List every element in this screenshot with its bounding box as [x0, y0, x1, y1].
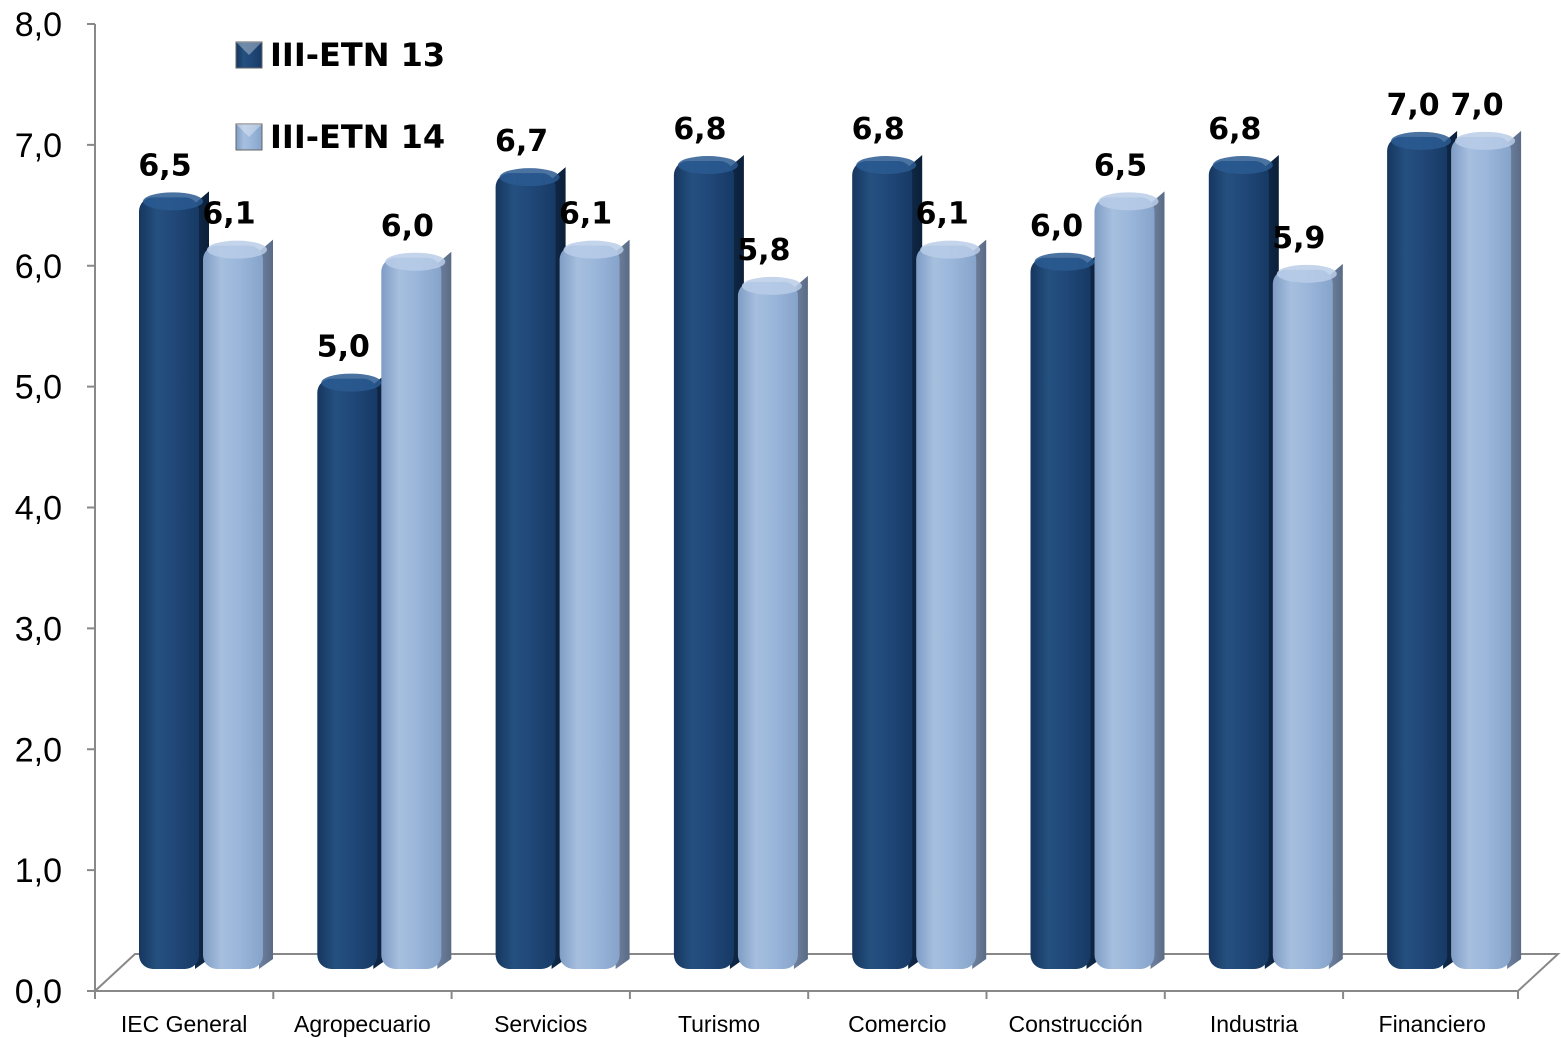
bar-front — [495, 173, 556, 969]
legend-swatch — [235, 123, 263, 151]
y-tick-label: 3,0 — [15, 610, 62, 648]
bar-cap — [677, 156, 738, 175]
bar-iii-etn-14 — [1451, 130, 1522, 969]
y-tick-label: 0,0 — [15, 973, 62, 1011]
bar-iii-etn-13 — [1030, 251, 1101, 969]
bar-front — [317, 378, 378, 969]
y-tick-label: 5,0 — [15, 369, 62, 407]
bar-front — [737, 281, 798, 969]
bar-iii-etn-13 — [139, 191, 209, 969]
bar-cap — [385, 252, 446, 271]
bar-front — [139, 197, 199, 969]
bar-front — [1094, 197, 1155, 969]
bar-cap — [499, 168, 560, 187]
bar-front — [1451, 136, 1512, 969]
x-tick-label: Turismo — [678, 1011, 760, 1037]
chart-floor — [94, 953, 1561, 992]
data-label: 7,0 — [1451, 88, 1504, 123]
data-label: 6,0 — [381, 209, 434, 244]
legend-swatch — [235, 41, 263, 69]
bar-cap — [1212, 156, 1273, 175]
data-label: 5,9 — [1272, 221, 1325, 256]
y-tick-label: 4,0 — [15, 490, 62, 528]
bar-iii-etn-14 — [559, 239, 630, 970]
x-tick-label: Industria — [1210, 1011, 1298, 1037]
data-label: 5,8 — [737, 233, 790, 268]
data-label: 7,0 — [1387, 88, 1440, 123]
y-tick-label: 7,0 — [15, 127, 62, 165]
bar-cap — [741, 276, 802, 295]
y-tick-label: 2,0 — [15, 731, 62, 769]
bar-cap — [1034, 252, 1095, 271]
data-label: 6,5 — [138, 148, 191, 183]
bar-cap — [563, 240, 624, 259]
data-label: 6,1 — [202, 197, 255, 232]
data-label: 6,8 — [852, 112, 905, 147]
legend-swatch-bevel — [236, 124, 262, 137]
x-tick-label: Comercio — [848, 1011, 946, 1037]
bar-front — [1030, 257, 1091, 969]
data-label: 6,7 — [495, 124, 548, 159]
data-label: 6,8 — [673, 112, 726, 147]
bar-iii-etn-14 — [737, 275, 808, 969]
data-label: 6,1 — [559, 197, 612, 232]
bar-front — [916, 245, 977, 970]
y-tick-label: 1,0 — [15, 852, 62, 890]
bar-front — [381, 257, 442, 969]
bar-iii-etn-13 — [852, 155, 923, 970]
bar-cap — [207, 240, 267, 259]
bar-iii-etn-13 — [317, 372, 388, 969]
bar-iii-etn-13 — [1387, 130, 1458, 969]
bar-iii-etn-13 — [495, 167, 566, 969]
bar-iii-etn-14 — [1272, 263, 1343, 969]
bar-front — [1208, 161, 1269, 970]
bar-iii-etn-13 — [1208, 155, 1279, 970]
bar-front — [852, 161, 913, 970]
bar-front — [203, 245, 263, 970]
bar-front — [1387, 136, 1448, 969]
x-tick-label: Agropecuario — [294, 1011, 431, 1037]
bar-cap — [1276, 264, 1337, 283]
bar-iii-etn-14 — [203, 239, 273, 970]
bar-cap — [1391, 131, 1452, 150]
bar-cap — [143, 192, 203, 211]
data-label: 5,0 — [317, 330, 370, 365]
x-tick-label: Construcción — [1009, 1011, 1143, 1037]
legend-item: III-ETN 14 — [235, 118, 445, 156]
bar-cap — [1455, 131, 1516, 150]
bar-iii-etn-13 — [673, 155, 744, 970]
legend-label: III-ETN 14 — [270, 118, 445, 156]
data-label: 6,1 — [916, 197, 969, 232]
y-tick-label: 6,0 — [15, 248, 62, 286]
data-label: 6,8 — [1208, 112, 1261, 147]
legend-label: III-ETN 13 — [270, 36, 445, 74]
x-tick-label: IEC General — [121, 1011, 248, 1037]
x-tick-label: Financiero — [1379, 1011, 1486, 1037]
legend-swatch-bevel — [236, 42, 262, 55]
bar-cap — [920, 240, 981, 259]
bar-cap — [1098, 192, 1159, 211]
legend-item: III-ETN 13 — [235, 36, 445, 74]
bar-iii-etn-14 — [1094, 191, 1165, 969]
bar-iii-etn-14 — [381, 251, 452, 969]
x-tick-label: Servicios — [494, 1011, 587, 1037]
bar-front — [673, 161, 734, 970]
y-tick-label: 8,0 — [15, 6, 62, 44]
data-label: 6,5 — [1094, 148, 1147, 183]
data-label: 6,0 — [1030, 209, 1083, 244]
bar-front — [559, 245, 620, 970]
bar-cap — [321, 373, 382, 392]
bar-cap — [856, 156, 917, 175]
bar-iii-etn-14 — [916, 239, 987, 970]
bar-front — [1272, 269, 1333, 969]
